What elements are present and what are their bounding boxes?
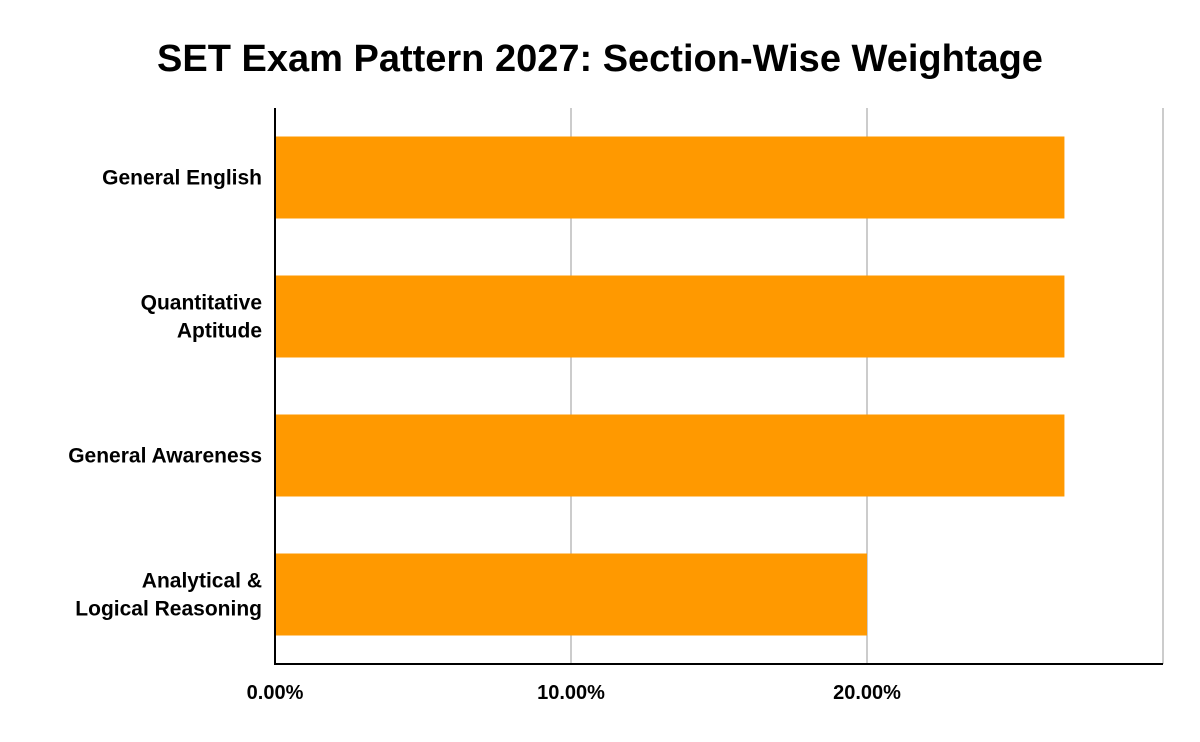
x-tick-label-1: 10.00% (537, 682, 605, 704)
x-tick-label-2: 20.00% (833, 682, 901, 704)
category-label-line: Analytical & (142, 570, 262, 593)
x-tick-label-0: 0.00% (247, 682, 304, 704)
bar-3 (275, 553, 867, 636)
bars (275, 136, 1065, 636)
category-label-1: Quantitative Aptitude (141, 292, 262, 343)
bar-1 (275, 275, 1065, 358)
category-label-2: General Awareness (68, 445, 262, 468)
category-label-0: General English (102, 167, 262, 190)
category-label-line: Quantitative (141, 292, 262, 315)
category-labels: General English Quantitative Aptitude Gener… (68, 167, 262, 621)
category-label-line: Aptitude (177, 320, 262, 343)
axes (274, 108, 1163, 665)
bar-2 (275, 414, 1065, 497)
category-label-3: Analytical & Logical Reasoning (75, 570, 262, 621)
x-tick-labels: 0.00% 10.00% 20.00% (247, 682, 901, 704)
bar-0 (275, 136, 1065, 219)
category-label-line: General English (102, 167, 262, 190)
chart-title: SET Exam Pattern 2027: Section-Wise Weig… (157, 38, 1043, 80)
category-label-line: General Awareness (68, 445, 262, 468)
category-label-line: Logical Reasoning (75, 598, 262, 621)
